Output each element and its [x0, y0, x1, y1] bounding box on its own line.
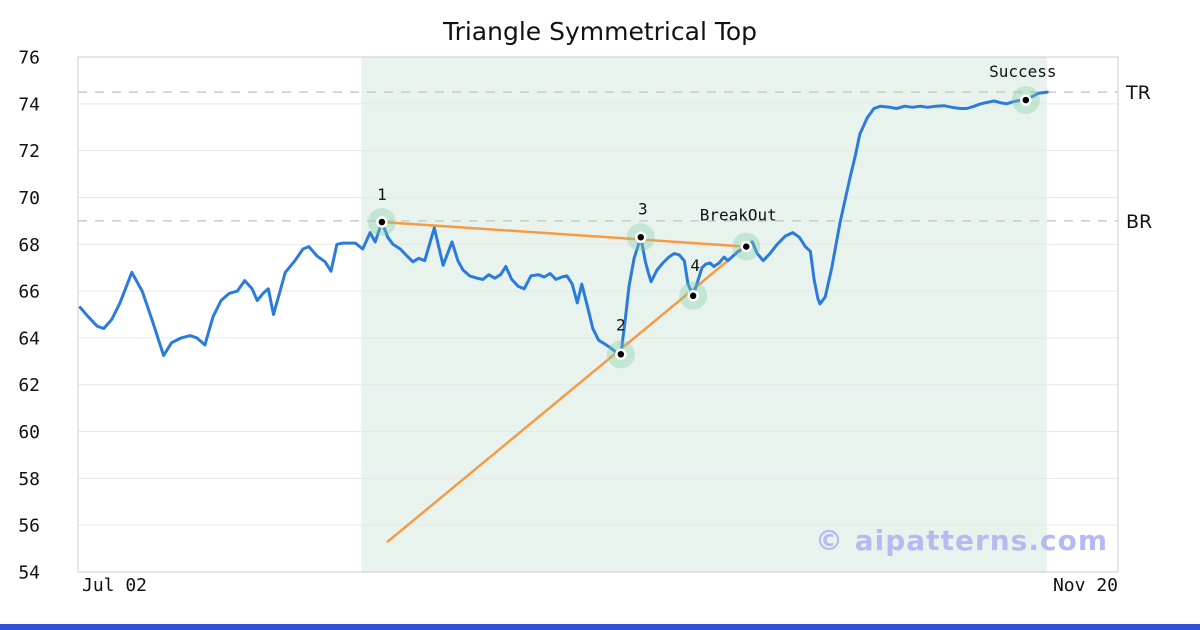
x-axis-label-start: Jul 02	[82, 575, 148, 596]
marker-label-2: 2	[616, 315, 626, 334]
pattern-region	[361, 57, 1048, 572]
marker-dot-1	[376, 216, 388, 228]
marker-label-3: 3	[638, 199, 648, 218]
marker-dot-4	[687, 290, 699, 302]
y-tick-label: 60	[18, 422, 40, 443]
y-tick-label: 74	[18, 94, 40, 115]
y-tick-label: 54	[18, 563, 40, 584]
y-tick-label: 68	[18, 235, 40, 256]
y-tick-label: 58	[18, 469, 40, 490]
y-tick-label: 70	[18, 188, 40, 209]
y-tick-label: 62	[18, 375, 40, 396]
y-tick-label: 56	[18, 516, 40, 537]
marker-dot-2	[615, 348, 627, 361]
marker-label-1: 1	[377, 185, 387, 204]
footer-accent-bar	[0, 624, 1200, 630]
x-axis-label-end: Nov 20	[1052, 575, 1118, 596]
marker-label-4: 4	[690, 256, 700, 275]
chart-title: Triangle Symmetrical Top	[442, 17, 758, 46]
y-tick-label: 66	[18, 282, 40, 303]
y-tick-label: 72	[18, 141, 40, 162]
trendline-upper	[380, 220, 748, 248]
marker-label-breakout: BreakOut	[700, 206, 777, 225]
marker-dot-3	[635, 231, 647, 243]
level-label-tr: TR	[1125, 82, 1151, 104]
marker-label-success: Success	[989, 62, 1056, 81]
marker-dot-success	[1020, 94, 1032, 106]
level-label-br: BR	[1126, 211, 1152, 233]
marker-dot-breakout	[740, 240, 753, 253]
plot-border	[77, 56, 1119, 573]
trendline-lower	[386, 244, 748, 543]
y-tick-label: 76	[18, 48, 40, 69]
watermark: © aipatterns.com	[815, 524, 1108, 557]
y-tick-label: 64	[18, 328, 40, 349]
price-line	[78, 90, 1049, 357]
